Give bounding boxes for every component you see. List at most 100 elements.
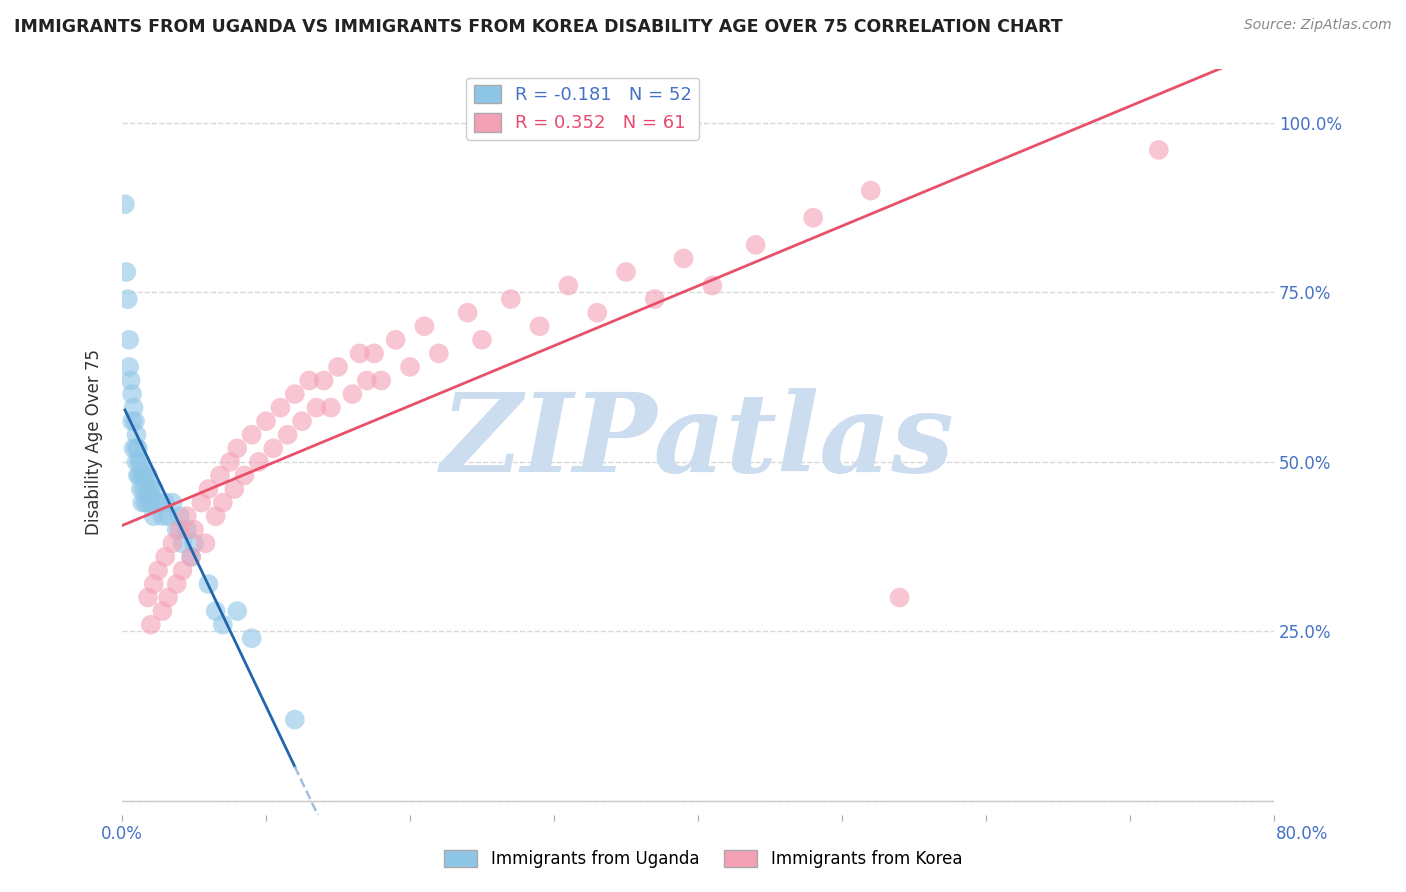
- Point: [131, 468, 153, 483]
- Point: [129, 455, 152, 469]
- Point: [115, 265, 138, 279]
- Point: [131, 495, 153, 509]
- Point: [240, 631, 263, 645]
- Point: [128, 455, 150, 469]
- Point: [208, 468, 231, 483]
- Point: [172, 563, 194, 577]
- Point: [162, 536, 184, 550]
- Point: [183, 536, 205, 550]
- Point: [413, 319, 436, 334]
- Y-axis label: Disability Age Over 75: Disability Age Over 75: [86, 349, 103, 534]
- Point: [124, 414, 146, 428]
- Point: [247, 455, 270, 469]
- Point: [146, 495, 169, 509]
- Point: [183, 523, 205, 537]
- Point: [127, 442, 149, 456]
- Point: [233, 468, 256, 483]
- Point: [240, 427, 263, 442]
- Point: [128, 468, 150, 483]
- Point: [118, 359, 141, 374]
- Point: [166, 577, 188, 591]
- Point: [169, 523, 191, 537]
- Legend: R = -0.181   N = 52, R = 0.352   N = 61: R = -0.181 N = 52, R = 0.352 N = 61: [467, 78, 699, 140]
- Text: 0.0%: 0.0%: [101, 825, 143, 843]
- Point: [427, 346, 450, 360]
- Text: Source: ZipAtlas.com: Source: ZipAtlas.com: [1244, 18, 1392, 32]
- Point: [122, 442, 145, 456]
- Point: [136, 591, 159, 605]
- Point: [125, 455, 148, 469]
- Point: [226, 604, 249, 618]
- Point: [134, 495, 156, 509]
- Point: [162, 495, 184, 509]
- Point: [166, 523, 188, 537]
- Point: [457, 306, 479, 320]
- Point: [194, 536, 217, 550]
- Point: [197, 482, 219, 496]
- Point: [586, 306, 609, 320]
- Point: [269, 401, 291, 415]
- Point: [1147, 143, 1170, 157]
- Point: [298, 374, 321, 388]
- Legend: Immigrants from Uganda, Immigrants from Korea: Immigrants from Uganda, Immigrants from …: [437, 843, 969, 875]
- Point: [211, 617, 233, 632]
- Point: [291, 414, 314, 428]
- Point: [349, 346, 371, 360]
- Point: [132, 482, 155, 496]
- Point: [142, 577, 165, 591]
- Point: [176, 509, 198, 524]
- Point: [125, 427, 148, 442]
- Point: [150, 509, 173, 524]
- Point: [157, 509, 180, 524]
- Point: [136, 495, 159, 509]
- Point: [142, 482, 165, 496]
- Point: [155, 495, 177, 509]
- Point: [889, 591, 911, 605]
- Point: [121, 414, 143, 428]
- Point: [614, 265, 637, 279]
- Point: [254, 414, 277, 428]
- Point: [226, 442, 249, 456]
- Point: [172, 536, 194, 550]
- Point: [219, 455, 242, 469]
- Point: [118, 333, 141, 347]
- Point: [139, 617, 162, 632]
- Point: [363, 346, 385, 360]
- Point: [312, 374, 335, 388]
- Point: [120, 374, 142, 388]
- Point: [180, 549, 202, 564]
- Point: [305, 401, 328, 415]
- Text: ZIPatlas: ZIPatlas: [441, 388, 955, 495]
- Point: [132, 468, 155, 483]
- Point: [197, 577, 219, 591]
- Point: [169, 509, 191, 524]
- Point: [139, 495, 162, 509]
- Point: [499, 292, 522, 306]
- Point: [142, 509, 165, 524]
- Point: [155, 549, 177, 564]
- Point: [319, 401, 342, 415]
- Text: IMMIGRANTS FROM UGANDA VS IMMIGRANTS FROM KOREA DISABILITY AGE OVER 75 CORRELATI: IMMIGRANTS FROM UGANDA VS IMMIGRANTS FRO…: [14, 18, 1063, 36]
- Point: [122, 401, 145, 415]
- Point: [204, 509, 226, 524]
- Point: [529, 319, 551, 334]
- Point: [211, 495, 233, 509]
- Point: [471, 333, 494, 347]
- Point: [370, 374, 392, 388]
- Point: [145, 495, 167, 509]
- Point: [117, 292, 139, 306]
- Point: [262, 442, 284, 456]
- Point: [138, 482, 160, 496]
- Point: [224, 482, 246, 496]
- Point: [672, 252, 695, 266]
- Point: [284, 713, 307, 727]
- Text: 80.0%: 80.0%: [1277, 825, 1329, 843]
- Point: [284, 387, 307, 401]
- Point: [859, 184, 882, 198]
- Point: [801, 211, 824, 225]
- Point: [326, 359, 349, 374]
- Point: [190, 495, 212, 509]
- Point: [146, 563, 169, 577]
- Point: [157, 591, 180, 605]
- Point: [121, 387, 143, 401]
